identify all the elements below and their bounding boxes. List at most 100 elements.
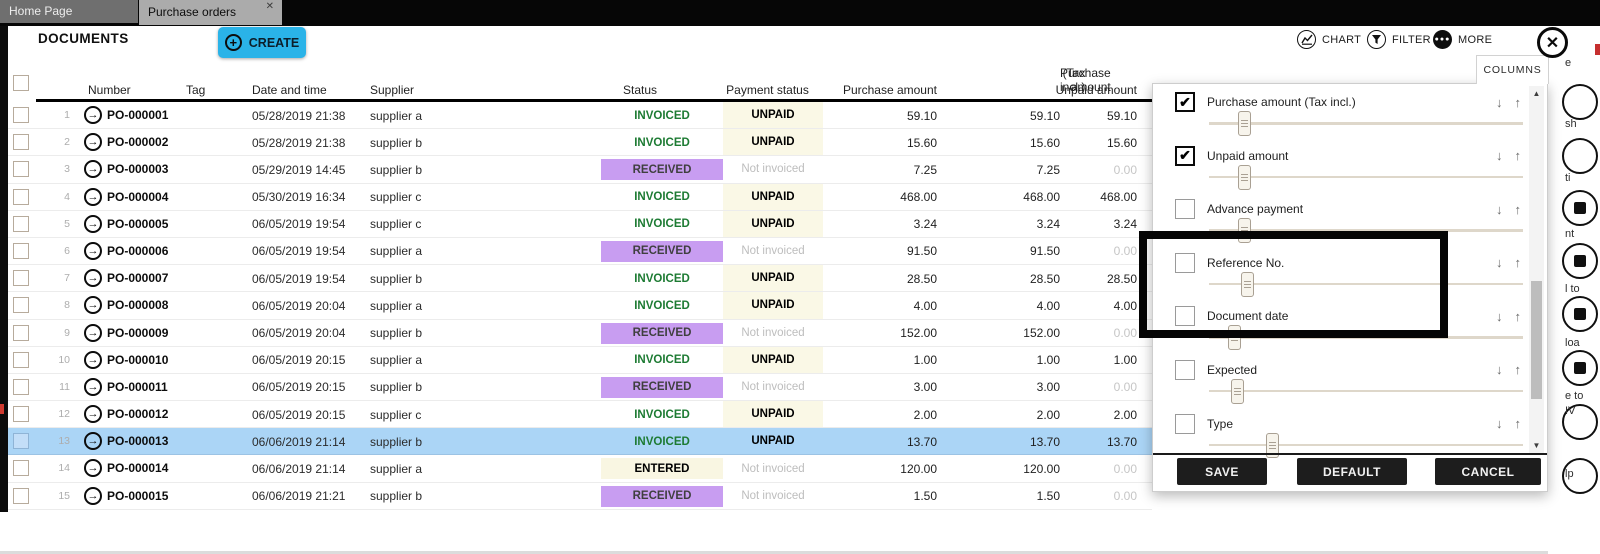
document-number[interactable]: PO-000011 [107,379,168,394]
open-document-icon[interactable]: → [84,214,102,233]
scroll-up-icon[interactable]: ▲ [1532,89,1541,98]
document-number[interactable]: PO-000004 [107,189,169,204]
table-row[interactable]: 12 → PO-000012 06/05/2019 20:15 supplier c IN… [8,401,1152,429]
width-slider[interactable] [1209,378,1523,404]
tab-home-page[interactable]: Home Page [0,0,138,23]
open-document-icon[interactable]: → [84,133,102,152]
open-document-icon[interactable]: → [84,269,102,288]
row-checkbox[interactable] [13,270,29,287]
move-up-icon[interactable]: ↑ [1514,94,1522,110]
row-checkbox[interactable] [13,378,29,395]
move-down-icon[interactable]: ↓ [1496,94,1503,110]
col-header-payment-status[interactable]: Payment status [726,83,809,97]
table-row[interactable]: 3 → PO-000003 05/29/2019 14:45 supplier b REC… [8,156,1152,184]
open-document-icon[interactable]: → [84,106,102,124]
row-checkbox[interactable] [13,161,29,178]
col-header-unpaid-amount[interactable]: Unpaid amount [1055,83,1137,97]
document-number[interactable]: PO-000009 [107,325,169,340]
save-button[interactable]: SAVE [1177,458,1267,485]
open-document-icon[interactable]: → [84,405,102,424]
slider-handle[interactable] [1237,164,1251,190]
table-row[interactable]: 7 → PO-000007 06/05/2019 19:54 supplier b INV… [8,265,1152,293]
document-number[interactable]: PO-000002 [107,135,169,150]
col-header-date[interactable]: Date and time [252,83,327,97]
document-number[interactable]: PO-000010 [107,352,169,367]
open-document-icon[interactable]: → [84,459,102,478]
col-header-tag[interactable]: Tag [186,83,206,97]
document-number[interactable]: PO-000003 [107,162,169,177]
open-document-icon[interactable]: → [84,187,102,206]
row-checkbox[interactable] [13,188,29,205]
document-number[interactable]: PO-000015 [107,488,169,503]
open-document-icon[interactable]: → [84,486,102,505]
table-row[interactable]: 1 → PO-000001 05/28/2019 21:38 supplier a INV… [8,102,1152,130]
document-number[interactable]: PO-000006 [107,243,169,258]
col-header-purchase-amount-tax[interactable]: Purchase amount (Tax incl.) [1060,66,1111,94]
slider-handle[interactable] [1228,325,1242,351]
row-checkbox[interactable] [13,324,29,341]
row-checkbox[interactable] [13,351,29,368]
cancel-button[interactable]: CANCEL [1435,458,1541,485]
document-number[interactable]: PO-000008 [107,298,169,313]
column-checkbox[interactable]: ✔ [1175,92,1195,112]
slider-handle[interactable] [1265,432,1279,458]
column-checkbox[interactable] [1175,199,1195,220]
col-header-supplier[interactable]: Supplier [370,83,415,97]
document-number[interactable]: PO-000013 [107,434,169,449]
row-checkbox[interactable] [13,297,29,314]
document-number[interactable]: PO-000005 [107,216,169,231]
move-up-icon[interactable]: ↑ [1514,201,1522,217]
filter-button[interactable]: FILTER [1367,30,1431,49]
column-checkbox[interactable] [1175,306,1195,327]
row-checkbox[interactable] [13,242,29,259]
open-document-icon[interactable]: → [84,241,102,260]
row-checkbox[interactable] [13,433,29,450]
slider-handle[interactable] [1240,271,1254,297]
document-number[interactable]: PO-000012 [107,407,169,422]
tab-close-icon[interactable]: ✕ [265,1,274,12]
row-checkbox[interactable] [13,406,29,423]
table-row[interactable]: 5 → PO-000005 06/05/2019 19:54 supplier c INV… [8,210,1152,238]
column-checkbox[interactable]: ✔ [1175,145,1195,166]
move-down-icon[interactable]: ↓ [1496,255,1503,271]
document-number[interactable]: PO-000001 [107,108,169,122]
close-view-button[interactable]: ✕ [1537,27,1568,58]
select-all-checkbox[interactable] [13,75,29,91]
chart-button[interactable]: CHART [1297,30,1361,49]
table-row[interactable]: 13 → PO-000013 06/06/2019 21:14 supplier b IN… [8,428,1152,456]
move-up-icon[interactable]: ↑ [1514,416,1522,432]
document-number[interactable]: PO-000007 [107,271,169,286]
width-slider[interactable] [1209,271,1523,297]
default-button[interactable]: DEFAULT [1297,458,1407,485]
document-number[interactable]: PO-000014 [107,461,169,476]
move-up-icon[interactable]: ↑ [1514,308,1522,324]
row-checkbox[interactable] [13,107,29,123]
table-row[interactable]: 6 → PO-000006 06/05/2019 19:54 supplier a REC… [8,237,1152,266]
table-row[interactable]: 11 → PO-000011 06/05/2019 20:15 supplier b RE… [8,373,1152,402]
move-up-icon[interactable]: ↑ [1514,255,1522,271]
width-slider[interactable] [1209,111,1523,136]
move-up-icon[interactable]: ↑ [1514,148,1522,164]
scroll-down-icon[interactable]: ▼ [1532,441,1541,450]
col-header-status[interactable]: Status [622,83,658,97]
column-checkbox[interactable] [1175,252,1195,273]
panel-scrollbar[interactable]: ▲ ▼ [1529,86,1544,453]
move-down-icon[interactable]: ↓ [1496,148,1503,164]
width-slider[interactable] [1209,164,1523,190]
column-checkbox[interactable] [1175,359,1195,380]
slider-handle[interactable] [1237,218,1251,244]
column-checkbox[interactable] [1175,413,1195,434]
table-row[interactable]: 8 → PO-000008 06/05/2019 20:04 supplier a INV… [8,292,1152,320]
width-slider[interactable] [1209,325,1523,351]
slider-handle[interactable] [1237,111,1251,136]
row-checkbox[interactable] [13,487,29,504]
table-row[interactable]: 4 → PO-000004 05/30/2019 16:34 supplier c INV… [8,183,1152,211]
open-document-icon[interactable]: → [84,432,102,451]
open-document-icon[interactable]: → [84,377,102,396]
open-document-icon[interactable]: → [84,350,102,369]
row-checkbox[interactable] [13,215,29,232]
slider-handle[interactable] [1231,378,1245,404]
move-down-icon[interactable]: ↓ [1496,362,1503,378]
table-row[interactable]: 14 → PO-000014 06/06/2019 21:14 supplier a EN… [8,455,1152,483]
table-row[interactable]: 15 → PO-000015 06/06/2019 21:21 supplier b RE… [8,482,1152,510]
